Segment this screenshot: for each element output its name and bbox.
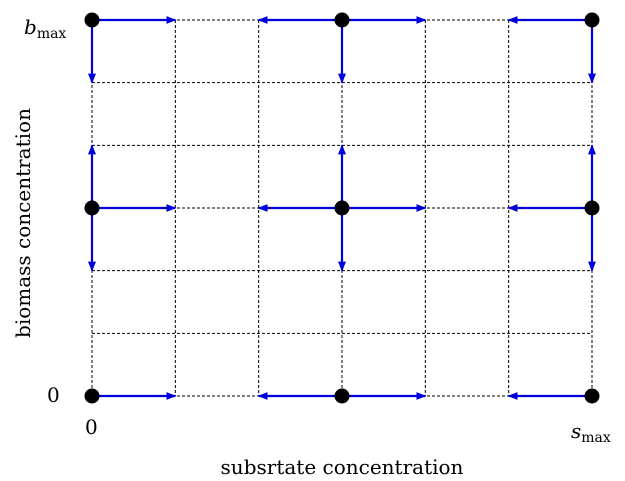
grid-node: [84, 388, 100, 404]
grid-node: [84, 12, 100, 28]
x-max-label-base: s: [571, 419, 581, 443]
y-zero-label: 0: [47, 383, 60, 407]
grid-node: [334, 388, 350, 404]
y-max-label-base: b: [24, 15, 37, 39]
y-max-label-sub: max: [37, 26, 67, 42]
grid-node: [584, 200, 600, 216]
grid-node: [84, 200, 100, 216]
grid-node: [334, 12, 350, 28]
grid-nodes: [84, 12, 600, 404]
y-max-label: bmax: [24, 15, 66, 42]
y-axis-title: biomass concentration: [11, 108, 35, 338]
grid-node: [334, 200, 350, 216]
x-axis-title: subsrtate concentration: [221, 455, 464, 479]
direction-arrows: [88, 16, 596, 400]
x-max-label-sub: max: [581, 430, 611, 446]
grid-node: [584, 12, 600, 28]
grid-node: [584, 388, 600, 404]
x-max-label: smax: [571, 419, 611, 446]
x-zero-label: 0: [85, 415, 98, 439]
